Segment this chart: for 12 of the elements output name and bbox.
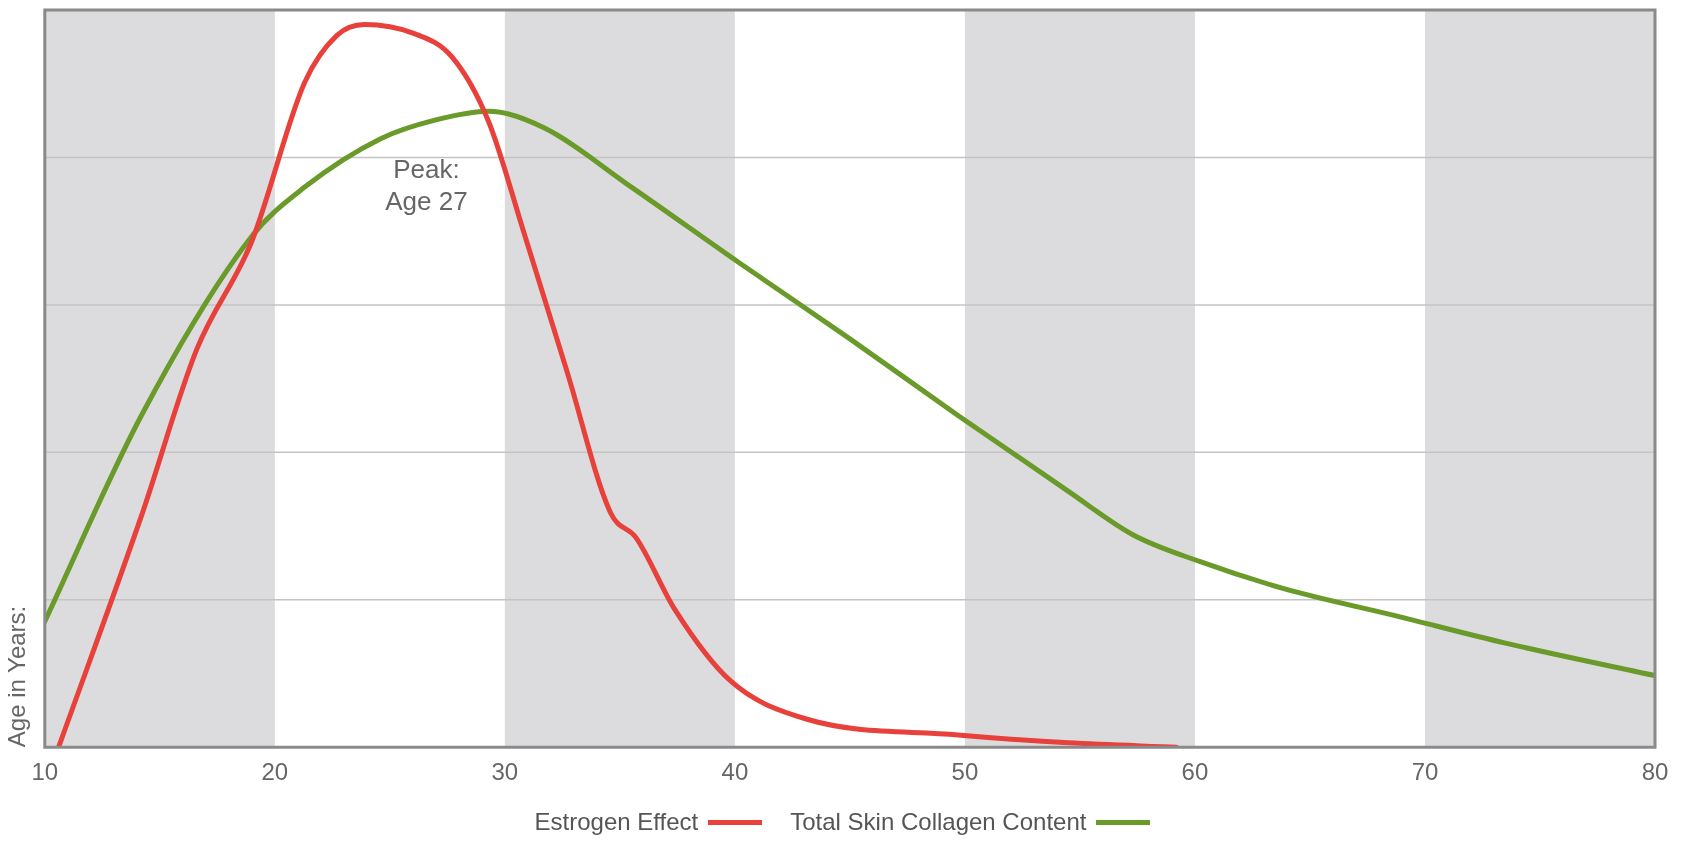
x-tick-label: 30 bbox=[491, 758, 519, 786]
legend-label: Estrogen Effect bbox=[534, 808, 699, 836]
x-tick-label: 70 bbox=[1411, 758, 1439, 786]
legend-label: Total Skin Collagen Content bbox=[790, 808, 1087, 836]
x-tick-label: 10 bbox=[31, 758, 59, 786]
x-tick-label: 60 bbox=[1181, 758, 1209, 786]
annotation: Peak: Age 27 bbox=[385, 153, 468, 216]
x-tick-label: 50 bbox=[951, 758, 979, 786]
x-tick-label: 80 bbox=[1641, 758, 1669, 786]
x-tick-label: 40 bbox=[721, 758, 749, 786]
y-axis-title: Age in Years: bbox=[3, 605, 31, 748]
x-tick-label: 20 bbox=[261, 758, 289, 786]
